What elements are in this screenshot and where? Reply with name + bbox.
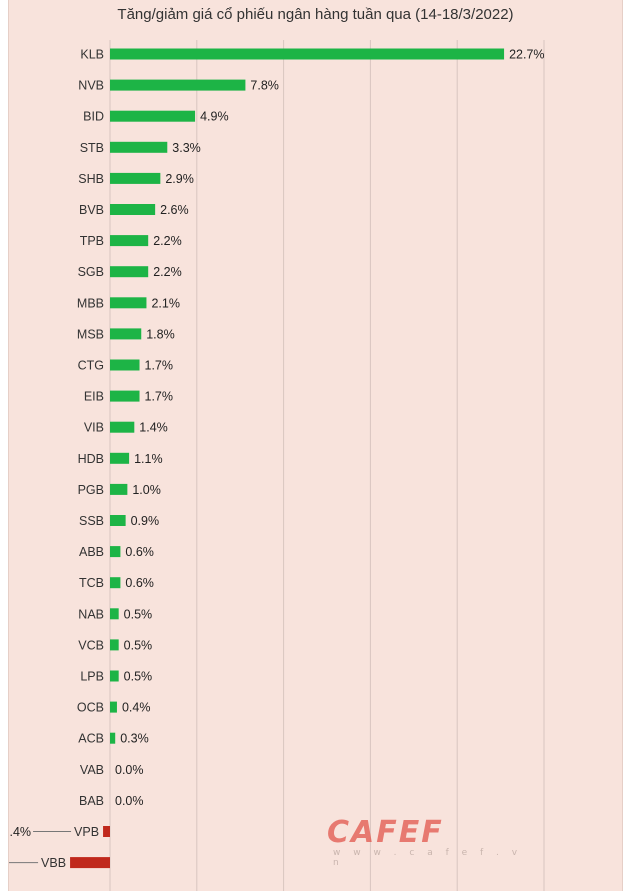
bar <box>103 826 110 837</box>
data-label: 2.9% <box>165 172 194 186</box>
category-label: BAB <box>79 794 104 808</box>
category-label: SSB <box>79 514 104 528</box>
category-label: VBB <box>41 856 66 870</box>
category-label: HDB <box>78 452 104 466</box>
data-label: 0.3% <box>120 732 149 746</box>
bar <box>70 857 110 869</box>
category-label: KLB <box>80 48 104 62</box>
category-label: STB <box>80 141 104 155</box>
bar <box>110 421 135 433</box>
data-label: 1.7% <box>145 359 174 373</box>
cafef-watermark: CAFEF w w w . c a f e f . v n <box>327 815 527 868</box>
data-label: 22.7% <box>509 48 544 62</box>
category-label: EIB <box>84 390 104 404</box>
category-label: BID <box>83 110 104 124</box>
data-label: 2.2% <box>153 265 182 279</box>
bar <box>110 297 147 309</box>
bar <box>110 546 121 558</box>
data-label: 0.5% <box>124 607 152 621</box>
category-label: LPB <box>80 670 104 684</box>
bar <box>110 639 119 651</box>
data-label: 0.6% <box>125 576 154 590</box>
bar <box>110 359 140 371</box>
category-label: ABB <box>79 545 104 559</box>
category-label: VAB <box>80 763 104 777</box>
data-label: 0.0% <box>115 794 144 808</box>
bar <box>110 204 156 215</box>
data-label: 0.4% <box>122 701 151 715</box>
bar <box>110 390 140 402</box>
chart-frame: Tăng/giảm giá cổ phiếu ngân hàng tuần qu… <box>8 0 623 891</box>
bar <box>110 48 505 60</box>
bar <box>110 172 161 184</box>
data-label: 1.1% <box>134 452 163 466</box>
bar-chart: KLB 22.7% NVB 7.8% BID 4.9% STB 3.3% SHB 2.9% BVB 2… <box>9 40 545 891</box>
bar <box>110 483 128 495</box>
data-label: 1.8% <box>146 327 175 341</box>
bar <box>110 701 117 713</box>
bar <box>110 732 116 744</box>
bar <box>110 141 168 153</box>
data-label: 4.9% <box>200 110 229 124</box>
cafef-url: w w w . c a f e f . v n <box>333 848 523 868</box>
category-label: VPB <box>74 825 99 839</box>
bar <box>110 266 149 278</box>
data-label: 0.9% <box>131 514 160 528</box>
category-label: NVB <box>78 79 104 93</box>
category-label: TCB <box>79 576 104 590</box>
category-label: SGB <box>78 265 104 279</box>
category-label: NAB <box>78 607 104 621</box>
bar <box>110 670 119 682</box>
data-label: 2.1% <box>151 296 180 310</box>
category-label: BVB <box>79 203 104 217</box>
data-label: .4% <box>10 825 32 839</box>
bar <box>110 110 196 122</box>
bar <box>110 79 246 91</box>
data-label: 2.6% <box>160 203 189 217</box>
data-label: 1.0% <box>132 483 161 497</box>
bar <box>110 235 149 247</box>
bar <box>110 452 130 464</box>
data-label: 0.6% <box>125 545 154 559</box>
category-label: ACB <box>78 732 104 746</box>
bar <box>110 608 119 620</box>
category-label: OCB <box>77 701 104 715</box>
bar <box>110 328 142 340</box>
category-label: SHB <box>78 172 104 186</box>
data-label: 7.8% <box>250 79 279 93</box>
category-label: VCB <box>78 638 104 652</box>
data-label: 2.2% <box>153 234 182 248</box>
data-label: 0.5% <box>124 670 152 684</box>
chart-title: Tăng/giảm giá cổ phiếu ngân hàng tuần qu… <box>117 6 514 23</box>
data-label: 1.4% <box>139 421 168 435</box>
data-label: 0.0% <box>115 763 144 777</box>
category-label: CTG <box>78 359 104 373</box>
category-label: MSB <box>77 327 104 341</box>
data-label: 1.7% <box>145 390 174 404</box>
data-label: 3.3% <box>172 141 201 155</box>
bar <box>110 515 126 526</box>
category-label: PGB <box>78 483 104 497</box>
cafef-logo: CAFEF <box>327 815 444 850</box>
category-label: VIB <box>84 421 104 435</box>
data-label: 0.5% <box>124 638 152 652</box>
bar <box>110 577 121 589</box>
category-label: MBB <box>77 296 104 310</box>
category-label: TPB <box>80 234 104 248</box>
